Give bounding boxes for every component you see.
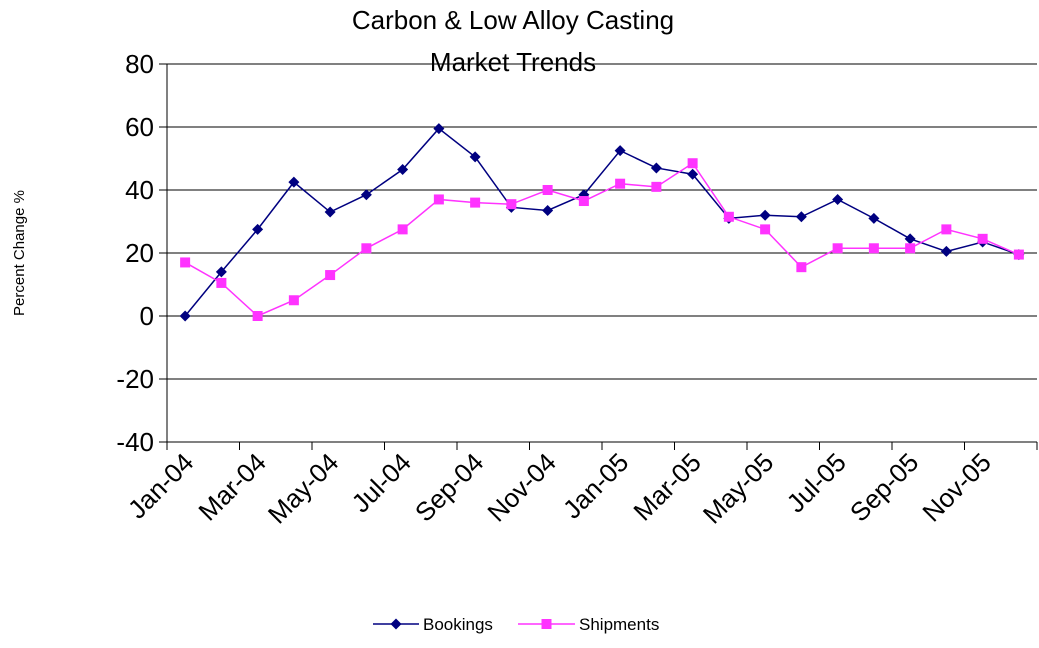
series-line	[184, 162, 1020, 317]
legend-label: Bookings	[423, 615, 493, 634]
gridlines	[167, 63, 1037, 380]
legend-label: Shipments	[579, 615, 659, 634]
data-point	[651, 181, 662, 192]
data-point	[252, 311, 263, 321]
data-point	[433, 194, 444, 205]
chart-title-line-1: Carbon & Low Alloy Casting	[352, 5, 674, 35]
y-tick-label: 60	[125, 112, 154, 142]
series-line	[184, 127, 1020, 317]
y-axis-label: Percent Change %	[11, 190, 28, 316]
x-tick-label: Mar-04	[192, 447, 271, 526]
chart-title-line-2: Market Trends	[430, 47, 596, 77]
data-point	[759, 209, 771, 221]
data-point	[180, 257, 191, 268]
x-tick-label: May-04	[262, 447, 345, 530]
x-tick-label: Jan-05	[557, 447, 634, 524]
data-point	[795, 211, 807, 223]
data-point	[868, 243, 879, 254]
x-tick-label: Jul-04	[346, 447, 417, 518]
data-point	[796, 262, 807, 273]
x-tick-label: Jan-04	[122, 447, 199, 524]
y-tick-label: 0	[140, 301, 154, 331]
series	[179, 123, 1025, 322]
data-point	[687, 168, 699, 180]
data-point	[687, 158, 698, 169]
data-point	[324, 206, 336, 218]
data-point	[506, 199, 517, 210]
x-tick-label: Sep-04	[409, 447, 489, 527]
legend: Bookings Shipments	[373, 615, 659, 634]
data-point	[868, 212, 880, 224]
data-point	[216, 277, 227, 288]
x-tick-label: Jul-05	[781, 447, 852, 518]
data-point	[469, 151, 481, 163]
y-tick-label: 80	[125, 49, 154, 79]
data-point	[252, 223, 264, 235]
y-tick-label: 20	[125, 238, 154, 268]
legend-marker	[390, 618, 402, 630]
data-point	[215, 266, 227, 278]
data-point	[433, 123, 445, 135]
y-axis-ticks: 80 60 40 20 0 -20 -40	[116, 49, 167, 457]
data-point	[941, 224, 952, 235]
x-tick-label: Sep-05	[844, 447, 924, 527]
data-point	[397, 224, 408, 235]
legend-item-bookings: Bookings	[373, 615, 493, 634]
data-point	[977, 233, 988, 244]
data-point	[179, 310, 191, 322]
data-point	[470, 197, 481, 208]
data-point	[940, 245, 952, 257]
chart-title: Carbon & Low Alloy Casting Market Trends	[352, 5, 674, 77]
x-tick-label: Nov-04	[481, 447, 561, 527]
data-point	[397, 164, 409, 176]
data-point	[760, 224, 771, 235]
y-tick-label: -40	[116, 427, 154, 457]
data-point	[288, 176, 300, 188]
legend-item-shipments: Shipments	[518, 615, 659, 634]
data-point	[723, 211, 734, 222]
data-point	[361, 243, 372, 254]
data-point	[360, 189, 372, 201]
data-point	[325, 270, 336, 281]
data-point	[542, 185, 553, 195]
data-point	[832, 193, 844, 205]
x-tick-label: Nov-05	[916, 447, 996, 527]
data-point	[832, 243, 843, 254]
data-point	[542, 204, 554, 216]
x-tick-label: Mar-05	[627, 447, 706, 526]
data-point	[1013, 249, 1024, 260]
data-point	[615, 178, 626, 189]
data-point	[288, 295, 299, 306]
data-point	[578, 196, 589, 207]
data-point	[905, 243, 916, 254]
series-shipments	[180, 158, 1024, 321]
y-tick-label: -20	[116, 364, 154, 394]
x-tick-label: May-05	[697, 447, 780, 530]
legend-marker	[541, 619, 552, 629]
data-point	[614, 145, 626, 157]
data-point	[650, 162, 662, 174]
data-point	[904, 233, 916, 245]
y-tick-label: 40	[125, 175, 154, 205]
